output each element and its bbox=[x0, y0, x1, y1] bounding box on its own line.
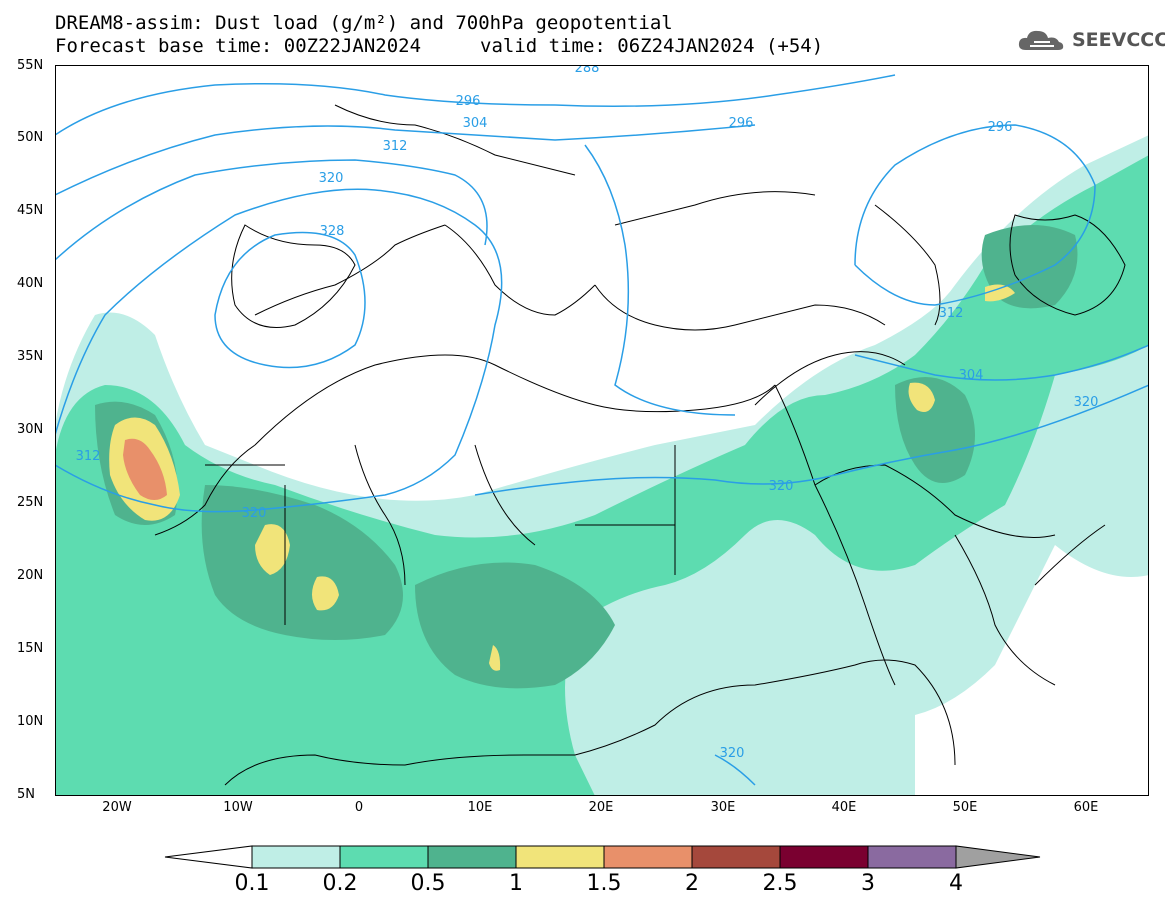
geopotential-contours bbox=[55, 74, 1149, 786]
lon-label: 0 bbox=[354, 800, 364, 815]
map-frame bbox=[55, 65, 1149, 796]
contour-labels: 288 296 304 312 320 328 296 296 312 304 … bbox=[76, 65, 1099, 761]
contour-label: 296 bbox=[988, 120, 1013, 135]
colorbar-swatch bbox=[691, 845, 781, 869]
dust-area-1-iraq bbox=[908, 382, 935, 413]
colorbar-swatches bbox=[164, 845, 1041, 869]
contour-label: 296 bbox=[729, 116, 754, 131]
lon-label: 20W bbox=[102, 800, 132, 815]
colorbar-swatch bbox=[515, 845, 605, 869]
lat-label: 35N bbox=[17, 349, 44, 364]
lon-label: 30E bbox=[710, 800, 736, 815]
lon-label: 50E bbox=[952, 800, 978, 815]
colorbar-label: 2.5 bbox=[762, 871, 798, 896]
colorbar-arrow-high bbox=[955, 845, 1041, 869]
map-title: DREAM8-assim: Dust load (g/m²) and 700hP… bbox=[55, 12, 673, 34]
colorbar-swatch bbox=[251, 845, 341, 869]
lat-label: 30N bbox=[17, 422, 44, 437]
contour-label: 320 bbox=[242, 506, 267, 521]
dust-area-0.5-west bbox=[201, 485, 403, 640]
contour-label: 320 bbox=[720, 746, 745, 761]
contour-label: 312 bbox=[939, 306, 964, 321]
lat-label: 25N bbox=[17, 495, 44, 510]
lat-label: 40N bbox=[17, 276, 44, 291]
lat-label: 55N bbox=[17, 58, 44, 73]
contour-label: 296 bbox=[456, 94, 481, 109]
lon-label: 10W bbox=[223, 800, 253, 815]
colorbar-label: 0.2 bbox=[322, 871, 358, 896]
seevccc-logo: SEEVCCC bbox=[1016, 26, 1165, 56]
logo-text: SEEVCCC bbox=[1072, 29, 1165, 51]
contour-label: 320 bbox=[769, 479, 794, 494]
dust-area-0.5-sahel bbox=[415, 562, 615, 689]
colorbar-swatch bbox=[427, 845, 517, 869]
dust-fields bbox=[55, 135, 1149, 796]
lat-label: 50N bbox=[17, 130, 44, 145]
lat-label: 5N bbox=[17, 787, 35, 802]
contour-label: 328 bbox=[320, 224, 345, 239]
colorbar-arrow-low bbox=[164, 845, 253, 869]
contour-label: 320 bbox=[319, 171, 344, 186]
contour-label: 312 bbox=[76, 449, 101, 464]
dust-map: 288 296 304 312 320 328 296 296 312 304 … bbox=[55, 65, 1149, 796]
dust-area-1-caspian bbox=[985, 284, 1015, 302]
colorbar-swatch bbox=[867, 845, 957, 869]
colorbar-swatch bbox=[603, 845, 693, 869]
dust-area-1.5 bbox=[123, 438, 167, 500]
dust-area-1-niger bbox=[312, 576, 339, 611]
dust-area-1-chad bbox=[489, 645, 501, 671]
lon-label: 60E bbox=[1073, 800, 1099, 815]
colorbar-swatch bbox=[339, 845, 429, 869]
colorbar bbox=[164, 845, 1041, 869]
contour-label: 320 bbox=[1074, 395, 1099, 410]
colorbar-label: 1 bbox=[509, 871, 523, 896]
lon-label: 10E bbox=[467, 800, 493, 815]
valid-time: valid time: 06Z24JAN2024 (+54) bbox=[480, 35, 824, 57]
colorbar-label: 3 bbox=[861, 871, 875, 896]
colorbar-label: 4 bbox=[949, 871, 963, 896]
contour-label: 304 bbox=[959, 368, 984, 383]
forecast-base-time: Forecast base time: 00Z22JAN2024 bbox=[55, 35, 422, 57]
colorbar-label: 0.5 bbox=[410, 871, 446, 896]
lat-label: 10N bbox=[17, 714, 44, 729]
lat-label: 20N bbox=[17, 568, 44, 583]
coastlines bbox=[154, 104, 1126, 786]
colorbar-swatch bbox=[779, 845, 869, 869]
dust-area-1-algeria bbox=[255, 524, 290, 575]
cloud-icon bbox=[1018, 30, 1064, 50]
contour-label: 288 bbox=[575, 65, 600, 76]
lon-label: 20E bbox=[588, 800, 614, 815]
colorbar-label: 1.5 bbox=[586, 871, 622, 896]
lat-label: 45N bbox=[17, 203, 44, 218]
lon-label: 40E bbox=[831, 800, 857, 815]
lat-label: 15N bbox=[17, 641, 44, 656]
contour-label: 304 bbox=[463, 116, 488, 131]
contour-label: 312 bbox=[383, 139, 408, 154]
colorbar-label: 2 bbox=[685, 871, 699, 896]
colorbar-label: 0.1 bbox=[234, 871, 270, 896]
